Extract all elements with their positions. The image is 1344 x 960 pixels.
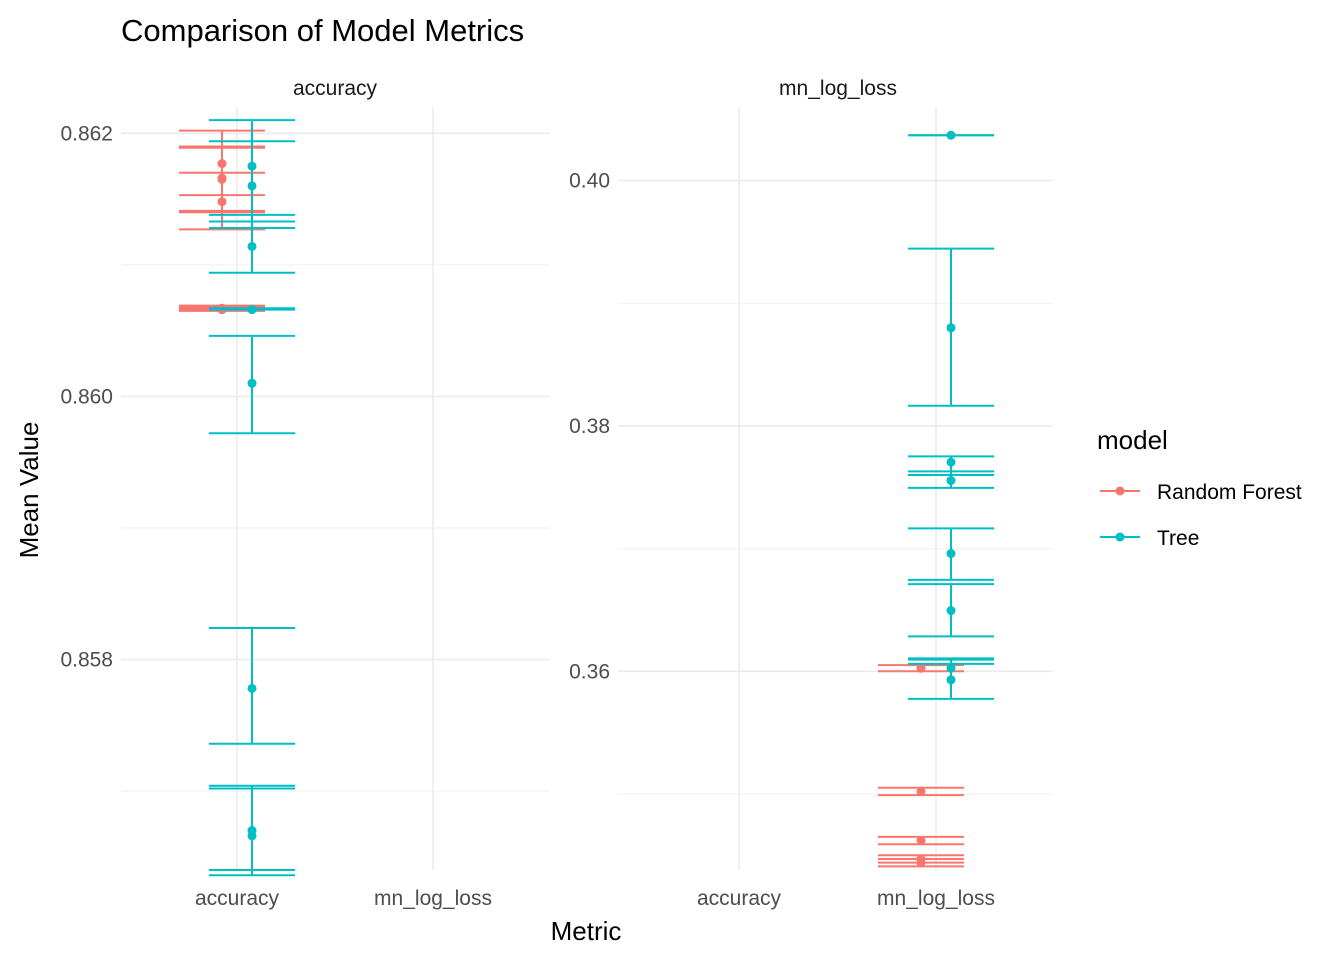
y-axis-title: Mean Value bbox=[14, 422, 44, 559]
grid bbox=[121, 107, 550, 870]
strip-label-accuracy: accuracy bbox=[293, 77, 378, 100]
y-tick-label: 0.862 bbox=[60, 122, 113, 145]
series-tree bbox=[209, 119, 295, 877]
legend-label: Tree bbox=[1157, 527, 1199, 550]
mean-point bbox=[916, 836, 926, 846]
mean-point bbox=[946, 606, 956, 616]
mean-point bbox=[217, 197, 227, 207]
mean-point bbox=[946, 457, 956, 467]
strip-label-mn-log-loss: mn_log_loss bbox=[779, 77, 897, 100]
mean-point bbox=[247, 378, 257, 388]
mean-point bbox=[247, 241, 257, 251]
series-random-forest bbox=[878, 663, 964, 868]
x-tick-label: mn_log_loss bbox=[374, 887, 492, 910]
mean-point bbox=[247, 181, 257, 191]
legend: model Random Forest Tree bbox=[1097, 425, 1302, 550]
mean-point bbox=[916, 663, 926, 673]
x-axis-title: Metric bbox=[551, 916, 622, 946]
mean-point bbox=[916, 786, 926, 796]
mean-point bbox=[946, 130, 956, 140]
legend-key-point bbox=[1115, 486, 1125, 496]
mean-point bbox=[247, 831, 257, 841]
y-tick-label: 0.40 bbox=[569, 170, 610, 193]
mean-point bbox=[916, 858, 926, 868]
legend-label: Random Forest bbox=[1157, 481, 1302, 504]
y-tick-label: 0.858 bbox=[60, 649, 113, 672]
mean-point bbox=[946, 476, 956, 486]
chart-title: Comparison of Model Metrics bbox=[121, 13, 524, 48]
grid bbox=[618, 107, 1053, 870]
mean-point bbox=[946, 323, 956, 333]
y-tick-label: 0.860 bbox=[60, 385, 113, 408]
x-tick-label: accuracy bbox=[195, 887, 280, 910]
mean-point bbox=[247, 683, 257, 693]
legend-key-point bbox=[1115, 532, 1125, 542]
mean-point bbox=[946, 675, 956, 685]
series-tree bbox=[908, 130, 994, 700]
mean-point bbox=[946, 549, 956, 559]
legend-title: model bbox=[1097, 425, 1168, 455]
x-tick-label: accuracy bbox=[697, 887, 782, 910]
y-tick-label: 0.38 bbox=[569, 415, 610, 438]
y-tick-label: 0.36 bbox=[569, 660, 610, 683]
mean-point bbox=[247, 305, 257, 315]
panel-accuracy: accuracy 0.858 0.860 0.862 accuracy mn_log_l… bbox=[60, 77, 550, 910]
panel-mn-log-loss: mn_log_loss 0.36 0.38 0.40 accuracy mn_log_l… bbox=[569, 77, 1053, 910]
x-tick-label: mn_log_loss bbox=[877, 887, 995, 910]
